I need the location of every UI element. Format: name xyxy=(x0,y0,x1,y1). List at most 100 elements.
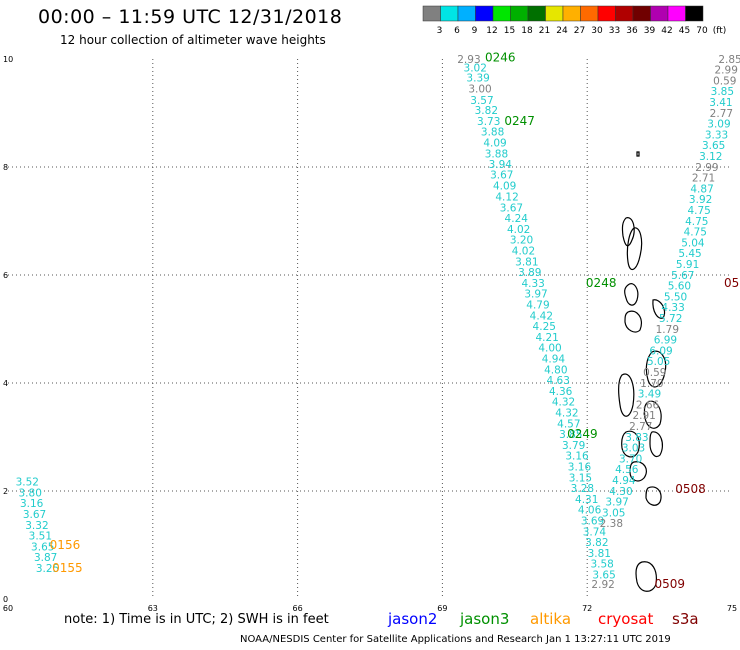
scale-label: 9 xyxy=(472,26,478,36)
data-point: 3.28 xyxy=(571,483,594,495)
data-point: 4.75 xyxy=(687,205,710,217)
time-label: 0246 xyxy=(485,51,516,65)
y-tick-label: 10 xyxy=(3,55,13,64)
y-tick-label: 2 xyxy=(3,487,8,496)
data-point: 4.24 xyxy=(505,213,529,225)
data-point: 4.75 xyxy=(684,227,707,239)
data-point: 3.85 xyxy=(711,86,734,98)
scale-label: 39 xyxy=(644,26,656,36)
data-point: 2.99 xyxy=(715,65,738,77)
data-point: 5.05 xyxy=(647,356,670,368)
time-label: 0507 xyxy=(724,276,740,290)
data-point: 3.57 xyxy=(470,95,493,107)
data-point: 2.71 xyxy=(692,173,715,185)
island-outline xyxy=(621,217,635,247)
y-tick-label: 0 xyxy=(3,595,8,604)
data-point: 5.60 xyxy=(668,281,691,293)
data-point: 5.72 xyxy=(659,313,682,325)
data-point: 4.06 xyxy=(578,505,602,517)
scale-label: 24 xyxy=(556,26,568,36)
data-point: 3.05 xyxy=(602,507,625,519)
data-point: 3.00 xyxy=(468,83,491,95)
data-point: 3.65 xyxy=(592,569,615,581)
data-point: 3.32 xyxy=(25,520,48,532)
island-outline xyxy=(652,299,666,319)
data-point: 3.39 xyxy=(466,73,489,85)
y-tick-label: 8 xyxy=(3,163,8,172)
data-point: 5.91 xyxy=(676,259,699,271)
data-point: 3.03 xyxy=(622,443,645,455)
data-point: 3.69 xyxy=(581,515,604,527)
mission-label-cryosat: cryosat xyxy=(598,610,654,628)
data-point: 3.88 xyxy=(485,148,508,160)
data-point: 3.16 xyxy=(568,461,592,473)
island-outline xyxy=(643,400,662,429)
data-point: 4.57 xyxy=(557,418,580,430)
data-point: 3.51 xyxy=(29,531,52,543)
data-point: 4.09 xyxy=(483,137,506,149)
data-point: 0.59 xyxy=(643,367,666,379)
x-tick-label: 60 xyxy=(3,604,13,613)
data-point: 3.15 xyxy=(569,472,592,484)
data-point: 3.65 xyxy=(702,140,725,152)
data-point: 3.41 xyxy=(709,97,732,109)
footnote: note: 1) Time is in UTC; 2) SWH is in fe… xyxy=(64,612,329,627)
mission-label-altika: altika xyxy=(530,610,572,628)
data-point: 2.93 xyxy=(457,54,480,66)
island-outline xyxy=(626,227,643,271)
x-tick-label: 63 xyxy=(148,604,158,613)
data-point: 4.33 xyxy=(521,278,544,290)
data-point: 2.66 xyxy=(636,399,660,411)
time-label: 0247 xyxy=(504,114,535,128)
data-point: 1.70 xyxy=(640,378,663,390)
data-point: 4.02 xyxy=(512,245,535,257)
data-point: 3.94 xyxy=(489,159,513,171)
time-label: 0508 xyxy=(675,482,706,496)
data-point: 2.92 xyxy=(591,579,614,591)
scale-swatch xyxy=(685,5,704,22)
scale-label: (ft) xyxy=(713,26,727,36)
data-point: 3.89 xyxy=(518,267,541,279)
data-point: 4.21 xyxy=(535,332,558,344)
series-jason3: 2.933.023.393.003.573.823.733.884.093.88… xyxy=(457,51,616,592)
data-point: 3.92 xyxy=(689,194,712,206)
data-point: 3.74 xyxy=(583,526,607,538)
data-point: 4.25 xyxy=(533,321,556,333)
scale-label: 6 xyxy=(454,26,460,36)
data-point: 4.32 xyxy=(555,407,578,419)
data-point: 3.81 xyxy=(588,548,611,560)
data-point: 3.97 xyxy=(524,289,547,301)
color-scale-legend: 3 6 9 12 15 18 21 24 27 30 33 36 39 42 45 70 (ft) xyxy=(422,5,727,36)
data-point: 6.09 xyxy=(649,345,672,357)
scale-label: 45 xyxy=(679,26,690,36)
data-point: 3.85 xyxy=(559,429,582,441)
data-point: 5.04 xyxy=(681,237,705,249)
chart-subtitle: 12 hour collection of altimeter wave hei… xyxy=(60,33,326,47)
scale-label: 36 xyxy=(626,26,638,36)
data-point: 3.52 xyxy=(16,477,39,489)
data-point: 4.00 xyxy=(538,343,561,355)
mission-label-jason3: jason3 xyxy=(460,610,510,628)
time-label: 0155 xyxy=(52,561,83,575)
data-point: 2.99 xyxy=(695,162,718,174)
y-tick-label: 6 xyxy=(3,271,8,280)
data-point: 3.87 xyxy=(34,552,57,564)
island-outline xyxy=(624,310,642,333)
island-outline xyxy=(645,486,662,506)
time-label: 0509 xyxy=(654,577,685,591)
data-point: 3.33 xyxy=(705,129,728,141)
data-point: 4.42 xyxy=(530,310,553,322)
data-point: 4.56 xyxy=(615,464,639,476)
time-label: 0156 xyxy=(50,538,81,552)
series-s3a: 2.852.990.593.853.412.773.093.333.653.12… xyxy=(600,54,740,591)
data-point: 4.02 xyxy=(507,224,530,236)
data-point: 4.94 xyxy=(542,353,566,365)
data-point: 2.77 xyxy=(710,108,733,120)
x-tick-label: 66 xyxy=(293,604,303,613)
data-point: 4.94 xyxy=(612,475,636,487)
island-outline xyxy=(649,431,664,458)
mission-label-s3a: s3a xyxy=(672,610,699,628)
island-outline xyxy=(618,373,635,417)
island-outline xyxy=(624,283,639,306)
